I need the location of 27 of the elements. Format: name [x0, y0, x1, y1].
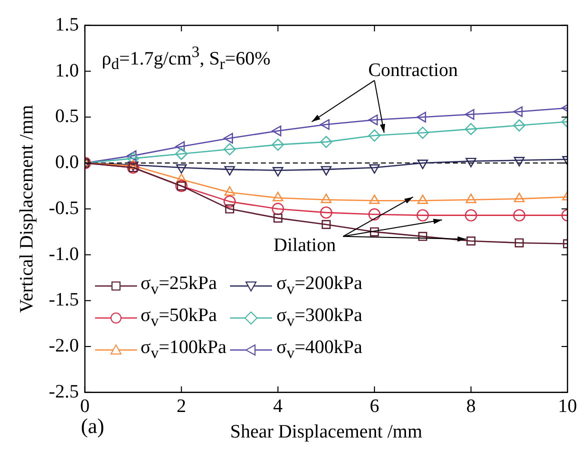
y-tick-label: 1.0 [55, 60, 79, 82]
annotation: Dilation [274, 234, 336, 257]
text: (a) [80, 414, 104, 440]
y-tick-label: -1.5 [48, 290, 79, 311]
annotation: ρ$_{d}$=1.7g/cm$^{3}$, S$_{r}$=60% [102, 44, 270, 74]
y-tick-label: 1.5 [55, 14, 79, 36]
x-tick-label: 10 [558, 396, 577, 417]
x-tick-label: 4 [273, 396, 284, 417]
y-tick-label: 0.0 [55, 152, 79, 174]
y-tick-label: -1.0 [48, 244, 79, 265]
y-tick-label: -2.0 [48, 336, 79, 357]
legend-label: σ$_{v}$=200kPa [276, 273, 362, 299]
y-tick-label: -0.5 [48, 198, 79, 219]
y-tick-label: 0.5 [55, 106, 79, 128]
x-tick-label: 2 [176, 396, 186, 417]
legend-label: σ$_{v}$=100kPa [140, 336, 226, 363]
legend-label: σ$_{v}$=25kPa [140, 273, 217, 299]
y-tick-label: -2.5 [48, 381, 79, 402]
legend-label: σ$_{v}$=50kPa [140, 304, 217, 331]
y-axis-title: Vertical Displacement /mm [16, 104, 38, 313]
x-tick-label: 0 [80, 396, 90, 417]
x-axis-title: Shear Displacement /mm [230, 422, 422, 443]
annotation: Contraction [368, 60, 458, 82]
x-tick-label: 8 [466, 396, 476, 417]
legend-label: σ$_{v}$=400kPa [276, 336, 362, 363]
legend-label: σ$_{v}$=300kPa [276, 304, 362, 331]
x-tick-label: 6 [370, 396, 380, 417]
